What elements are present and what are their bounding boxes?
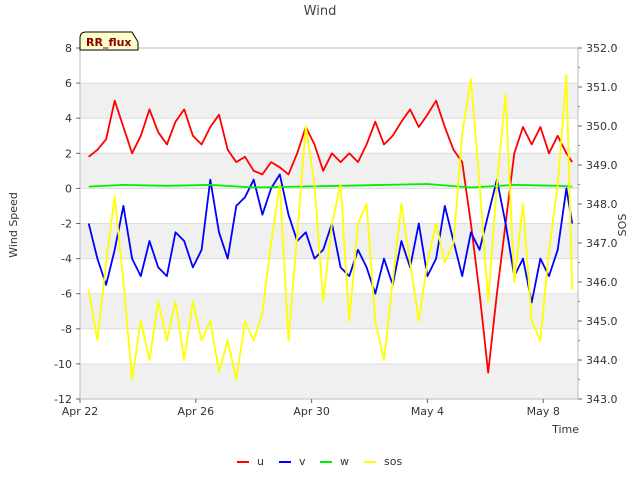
y2-tick-label: 348.0 [586, 198, 618, 211]
y2-tick-label: 345.0 [586, 315, 618, 328]
y-tick-label: 6 [65, 77, 72, 90]
y2-tick-label: 351.0 [586, 81, 618, 94]
y-tick-label: 0 [65, 182, 72, 195]
y-tick-label: -2 [61, 218, 72, 231]
series-line-u [88, 99, 573, 374]
y-tick-label: -8 [61, 323, 72, 336]
y2-tick-label: 343.0 [586, 393, 618, 406]
y-tick-label: 4 [65, 112, 72, 125]
y-tick-label: -6 [61, 288, 72, 301]
y2-tick-label: 346.0 [586, 276, 618, 289]
y2-tick-label: 349.0 [586, 159, 618, 172]
grid-band [80, 363, 578, 399]
x-tick-label: May 4 [411, 405, 444, 418]
x-tick-label: May 8 [527, 405, 560, 418]
rr-flux-badge: RR_flux [79, 31, 139, 51]
x-axis-title: Time [551, 423, 579, 436]
chart-title: Wind [304, 4, 337, 19]
plot-background [80, 47, 578, 400]
x-tick-label: Apr 22 [62, 405, 99, 418]
badge-label: RR_flux [86, 36, 132, 49]
y2-tick-label: 347.0 [586, 237, 618, 250]
y2-tick-label: 344.0 [586, 354, 618, 367]
axes-layer: -12 -10 -8 -6 -4 -2 0 2 4 6 8 343.0 344.0 345.0 346.0 3… [54, 42, 617, 418]
x-tick-label: Apr 26 [178, 405, 215, 418]
legend-label-w: w [340, 455, 349, 468]
y-tick-label: -10 [54, 358, 72, 371]
y-axis-title: Wind Speed [7, 192, 20, 258]
legend-label-v: v [299, 455, 306, 468]
grid-band [80, 83, 578, 119]
badge-shape [79, 31, 139, 51]
y2-tick-label: 350.0 [586, 120, 618, 133]
y-tick-label: -12 [54, 393, 72, 406]
x-tick-label: Apr 30 [293, 405, 330, 418]
y-tick-label: 8 [65, 42, 72, 55]
series-layer [87, 74, 574, 381]
legend-label-sos: sos [384, 455, 402, 468]
legend-label-u: u [257, 455, 264, 468]
y-tick-label: 2 [65, 147, 72, 160]
y2-tick-label: 352.0 [586, 42, 618, 55]
legend: u v w sos [237, 455, 402, 468]
y-tick-label: -4 [61, 253, 72, 266]
series-line-sos [87, 74, 574, 381]
y2-axis-title: SOS [616, 214, 629, 237]
